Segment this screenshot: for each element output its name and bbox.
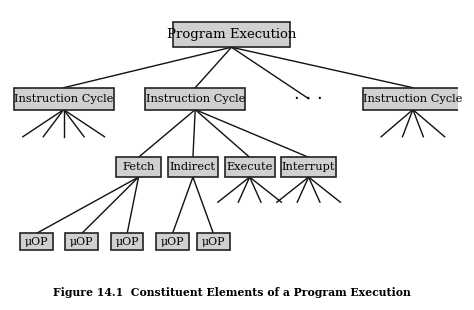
Text: Program Execution: Program Execution	[167, 28, 296, 41]
Text: Instruction Cycle: Instruction Cycle	[14, 94, 113, 104]
Text: · · ·: · · ·	[294, 90, 323, 108]
FancyBboxPatch shape	[146, 88, 245, 110]
FancyBboxPatch shape	[168, 157, 218, 177]
Text: Fetch: Fetch	[122, 162, 155, 172]
FancyBboxPatch shape	[20, 233, 53, 250]
Text: μOP: μOP	[25, 237, 48, 247]
Text: Interrupt: Interrupt	[282, 162, 335, 172]
FancyBboxPatch shape	[14, 88, 114, 110]
FancyBboxPatch shape	[111, 233, 144, 250]
Text: Execute: Execute	[227, 162, 273, 172]
Text: Figure 14.1  Constituent Elements of a Program Execution: Figure 14.1 Constituent Elements of a Pr…	[53, 286, 410, 298]
FancyBboxPatch shape	[156, 233, 189, 250]
FancyBboxPatch shape	[282, 157, 336, 177]
FancyBboxPatch shape	[173, 22, 291, 47]
Text: μOP: μOP	[161, 237, 184, 247]
FancyBboxPatch shape	[363, 88, 463, 110]
Text: Instruction Cycle: Instruction Cycle	[363, 94, 463, 104]
FancyBboxPatch shape	[116, 157, 161, 177]
Text: μOP: μOP	[116, 237, 139, 247]
FancyBboxPatch shape	[225, 157, 274, 177]
FancyBboxPatch shape	[65, 233, 98, 250]
Text: Indirect: Indirect	[170, 162, 216, 172]
Text: μOP: μOP	[201, 237, 225, 247]
FancyBboxPatch shape	[197, 233, 230, 250]
Text: Instruction Cycle: Instruction Cycle	[146, 94, 245, 104]
Text: μOP: μOP	[70, 237, 93, 247]
